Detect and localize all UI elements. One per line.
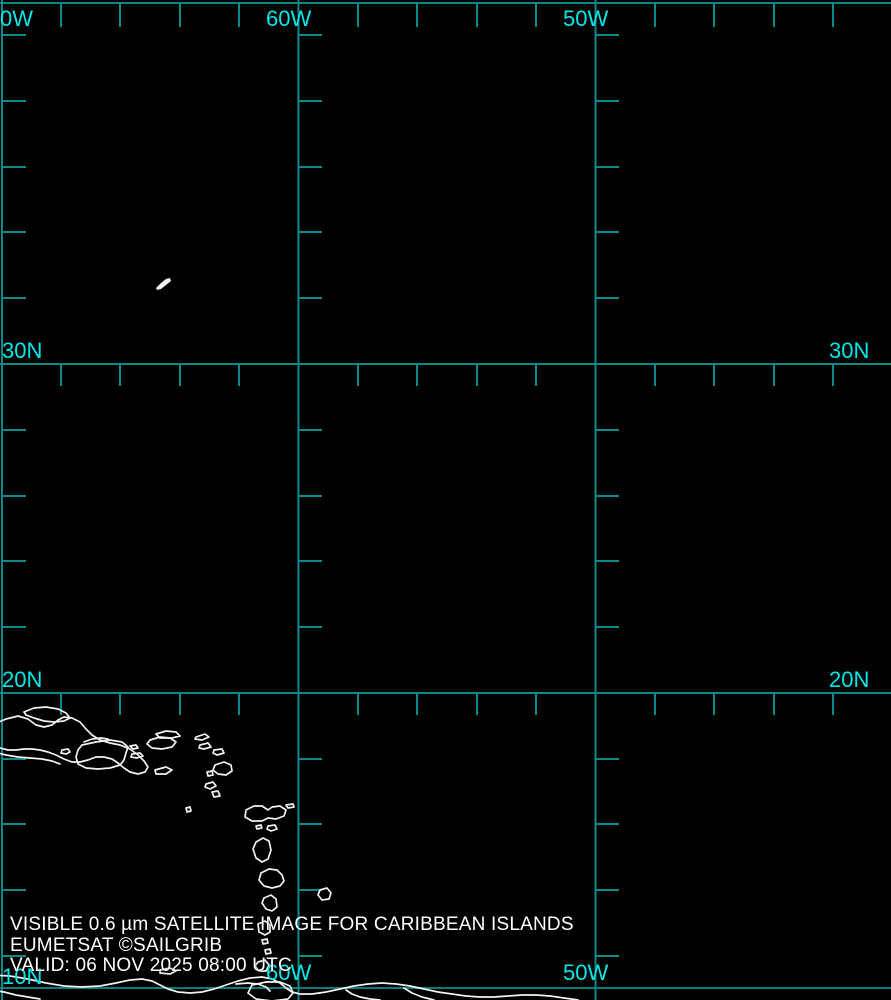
- coast-grenadines-1: [261, 938, 269, 945]
- coast-st-croix: [154, 766, 173, 775]
- lon-label-bottom-50w: 50W: [563, 960, 609, 985]
- coast-st-kitts: [204, 781, 217, 790]
- coast-dominica: [252, 837, 272, 863]
- top-minor-ticks: [60, 3, 834, 27]
- coastlines: [0, 706, 579, 1000]
- coast-marie-galante: [266, 824, 278, 832]
- coast-venezuela-inlet-1: [345, 989, 381, 1000]
- coast-south-america-north: [0, 974, 579, 1000]
- coast-west-fragment: [0, 990, 41, 1000]
- coast-les-saintes: [255, 824, 263, 830]
- coast-st-lucia: [261, 894, 278, 912]
- cloud-features: [156, 278, 171, 290]
- coast-montserrat: [211, 790, 221, 798]
- coast-barbuda: [212, 748, 225, 756]
- coast-grenada: [254, 959, 270, 972]
- lon-label-top-70w: 0W: [0, 6, 33, 31]
- coast-mona-island: [60, 748, 71, 755]
- coast-st-vincent: [257, 920, 271, 936]
- coast-puerto-rico-north-notch: [83, 737, 109, 743]
- coast-venezuela-inlet-2: [403, 987, 435, 1000]
- lat-label-left-20n: 20N: [2, 667, 43, 692]
- coast-hispaniola-south-peninsula: [0, 752, 61, 765]
- coast-culebra: [129, 744, 139, 750]
- lat-label-right-20n: 20N: [829, 667, 870, 692]
- coast-virgin-islands-east: [155, 730, 181, 739]
- coast-guadeloupe: [244, 805, 287, 822]
- coast-vieques: [130, 752, 144, 759]
- coast-st-martin: [198, 742, 212, 750]
- coast-margarita: [159, 967, 177, 975]
- coast-antigua-islet: [206, 770, 214, 777]
- coast-barbados: [317, 887, 332, 901]
- caption-product-title: VISIBLE 0.6 µm SATELLITE IMAGE FOR CARIB…: [10, 914, 574, 935]
- lon-label-bottom-60w: 60W: [266, 960, 312, 985]
- meridian-70w-minor-ticks: [2, 34, 26, 957]
- coast-desirade: [285, 803, 295, 809]
- coast-anguilla: [194, 733, 210, 741]
- coast-antigua: [212, 761, 233, 776]
- caption-attribution: EUMETSAT ©SAILGRIB: [10, 935, 223, 956]
- lon-label-top-50w: 50W: [563, 6, 609, 31]
- meridian-60w-minor-ticks: [298, 34, 322, 957]
- coast-grenadines-2: [264, 948, 272, 955]
- lat-label-right-30n: 30N: [829, 338, 870, 363]
- caption-valid-time: VALID: 06 NOV 2025 08:00 UTC: [10, 955, 292, 976]
- coast-puerto-rico: [75, 739, 129, 770]
- coast-hispaniola-north-lobe: [23, 706, 71, 723]
- isolated-cloud-streak: [156, 278, 171, 290]
- coast-aves-islet: [185, 806, 192, 813]
- coast-trinidad: [247, 981, 294, 1000]
- meridian-50w-minor-ticks: [595, 34, 619, 957]
- coast-martinique: [258, 868, 285, 889]
- coast-paria-peninsula: [235, 982, 271, 992]
- lat-label-left-10n: 10N: [2, 964, 43, 989]
- lat-label-left-30n: 30N: [2, 338, 43, 363]
- lon-label-top-60w: 60W: [266, 6, 312, 31]
- parallel-20n-minor-ticks: [60, 693, 834, 715]
